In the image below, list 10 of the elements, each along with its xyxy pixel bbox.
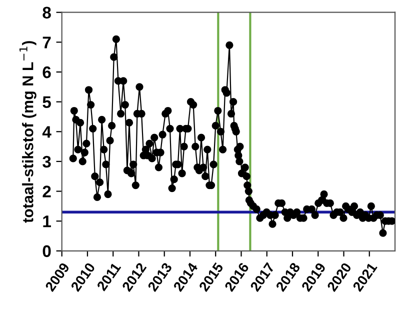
y-tick-label: 7 [42,36,51,48]
y-tick-label: 5 [42,96,51,108]
y-tick-label: 4 [42,126,52,138]
y-axis-title: totaal-stikstof (mg N L$^{−1}$) [19,41,36,223]
y-tick-label: 2 [42,186,51,198]
y-tick-label: 1 [43,216,51,228]
y-tick-label: 8 [42,6,51,19]
y-tick-label: 6 [42,66,51,78]
y-tick-label: 3 [42,156,51,168]
y-tick-label: 0 [42,245,51,258]
